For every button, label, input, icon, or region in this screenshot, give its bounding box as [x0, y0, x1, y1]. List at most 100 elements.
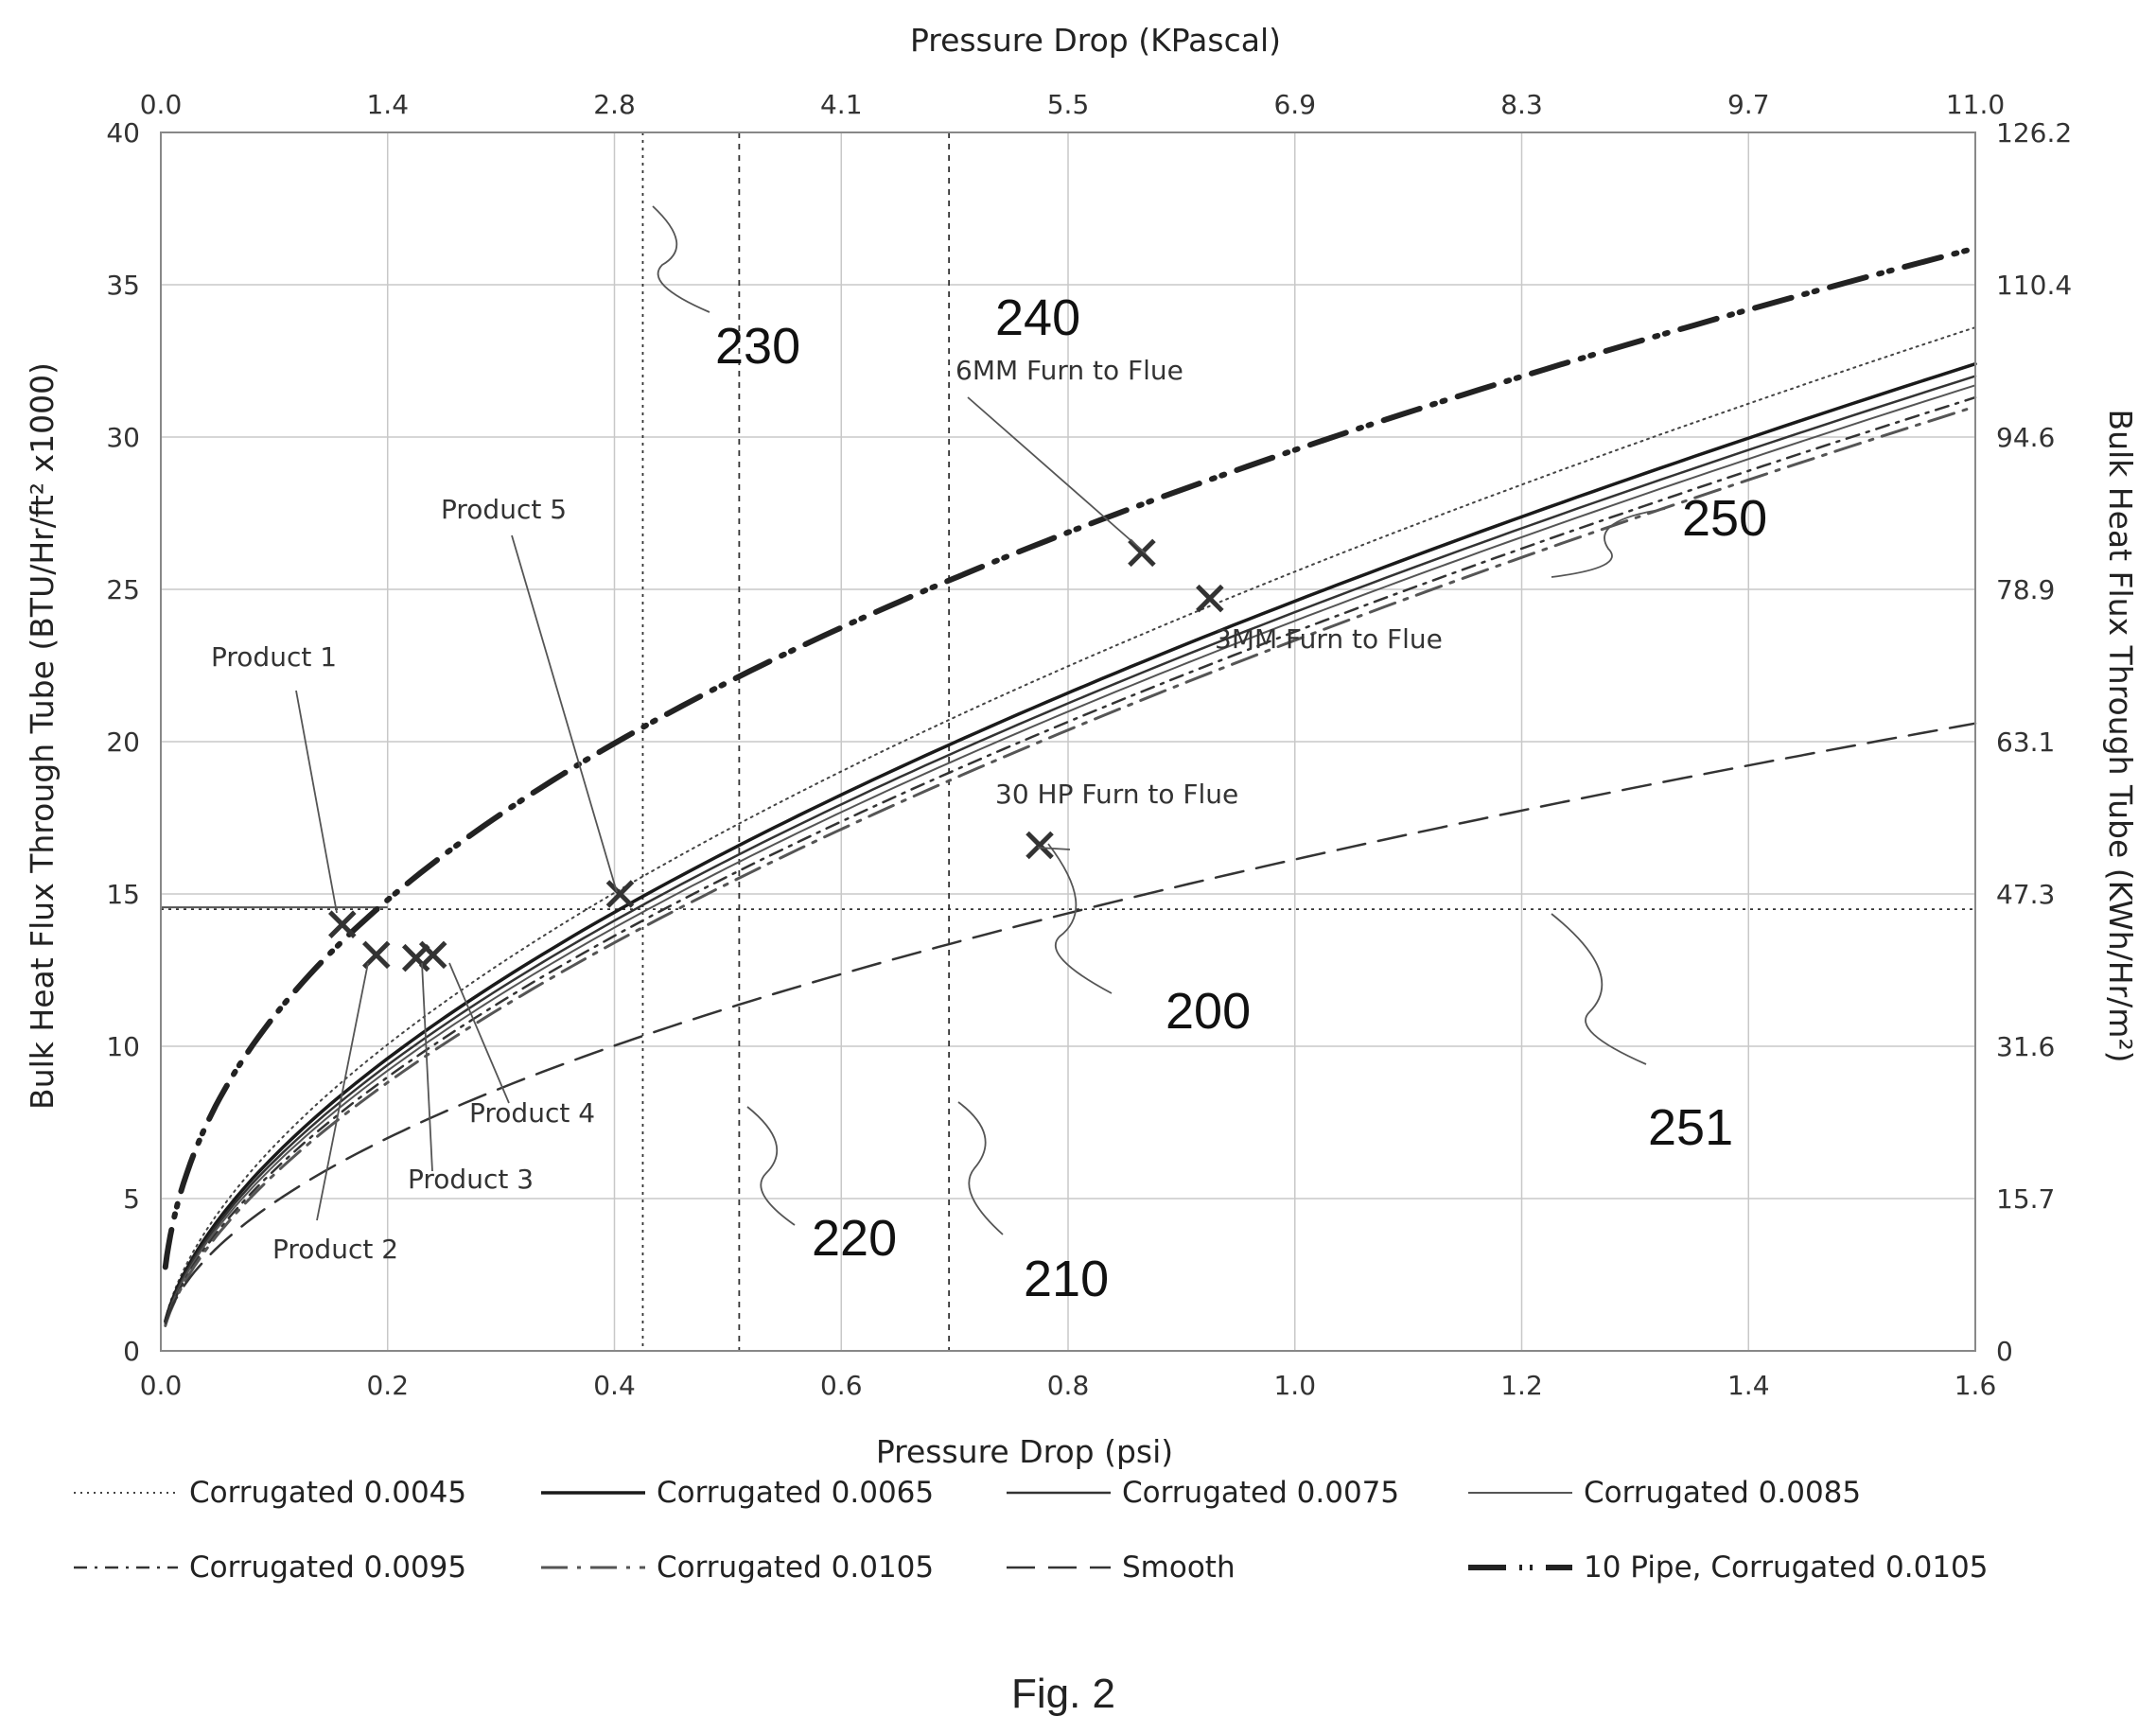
point-marker-0 [328, 910, 357, 938]
legend-label: Corrugated 0.0105 [657, 1550, 934, 1585]
x-top-tick-label: 9.7 [1727, 89, 1770, 120]
x-bottom-tick-label: 1.2 [1500, 1370, 1543, 1401]
y-right-tick-label: 15.7 [1996, 1183, 2055, 1215]
x-top-tick-label: 4.1 [820, 89, 863, 120]
point-marker-7 [1196, 584, 1224, 613]
leader-30hp [1037, 847, 1071, 850]
label-product-3: Product 3 [408, 1164, 534, 1195]
y-left-tick-label: 35 [106, 270, 140, 301]
label-product-1: Product 1 [211, 641, 337, 673]
leader-200 [1047, 843, 1113, 994]
reference-lines [161, 132, 1975, 1351]
y-left-tick-label: 0 [123, 1336, 140, 1367]
legend-item-7: 10 Pipe, Corrugated 0.0105 [1468, 1550, 1989, 1585]
ref-230: 230 [715, 318, 800, 375]
point-marker-3 [418, 940, 447, 970]
x-bottom-tick-label: 0.4 [593, 1370, 636, 1401]
ref-240: 240 [995, 289, 1080, 346]
y-right-tick-label: 78.9 [1996, 574, 2055, 605]
tick-labels: 0.0 0.2 0.4 0.6 0.8 1.0 1.2 1.4 1.6 0.0 1.4 2.8 4.1 5… [106, 89, 2072, 1401]
figure-caption: Fig. 2 [1011, 1671, 1115, 1717]
y-left-tick-label: 30 [106, 422, 140, 453]
series-line-6 [164, 722, 1977, 1324]
y-right-tick-label: 47.3 [1996, 879, 2055, 910]
y-right-tick-label: 0 [1996, 1336, 2013, 1367]
point-stroke [1128, 538, 1156, 568]
x-top-tick-label: 6.9 [1273, 89, 1316, 120]
y-right-tick-label: 126.2 [1996, 117, 2072, 149]
legend-label: Corrugated 0.0085 [1584, 1476, 1861, 1510]
x-top-tick-label: 8.3 [1500, 89, 1543, 120]
y-left-tick-label: 5 [123, 1183, 140, 1215]
x-top-tick-label: 0.0 [140, 89, 183, 120]
point-marker-5 [1025, 831, 1054, 860]
x-bottom-tick-label: 0.8 [1047, 1370, 1090, 1401]
legend-item-3: Corrugated 0.0085 [1468, 1476, 1861, 1510]
leader-220 [746, 1106, 796, 1226]
legend-item-2: Corrugated 0.0075 [1007, 1476, 1399, 1510]
legend-label: Corrugated 0.0095 [189, 1550, 466, 1585]
leader-product-5 [511, 534, 618, 893]
series-line-4 [164, 395, 1977, 1326]
x-top-tick-label: 11.0 [1946, 89, 2005, 120]
y-right-tick-label: 63.1 [1996, 727, 2055, 758]
series-line-5 [164, 405, 1977, 1327]
legend-item-4: Corrugated 0.0095 [74, 1550, 466, 1585]
x-top-tick-label: 1.4 [366, 89, 409, 120]
leader-251 [1551, 913, 1647, 1065]
leader-product-4 [448, 962, 510, 1104]
y-left-tick-label: 10 [106, 1031, 140, 1062]
label-product-4: Product 4 [469, 1097, 595, 1129]
leader-250 [1551, 508, 1666, 578]
series-line-2 [164, 375, 1977, 1324]
x-bottom-tick-label: 1.6 [1954, 1370, 1997, 1401]
legend-item-6: Smooth [1007, 1550, 1236, 1585]
annotation-leaders [295, 205, 1666, 1235]
x-bottom-tick-label: 0.2 [366, 1370, 409, 1401]
y-left-tick-label: 40 [106, 117, 140, 149]
ref-250: 250 [1682, 490, 1767, 547]
data-points [328, 538, 1224, 972]
x-bottom-axis-title: Pressure Drop (psi) [876, 1433, 1173, 1470]
y-left-tick-label: 25 [106, 574, 140, 605]
legend-item-1: Corrugated 0.0065 [541, 1476, 934, 1510]
point-stroke [605, 880, 635, 908]
leader-6mm [967, 396, 1147, 554]
leader-210 [957, 1101, 1004, 1235]
series-line-3 [164, 384, 1976, 1325]
series-line-7 [162, 245, 1978, 1270]
leader-230 [652, 205, 710, 313]
label-6mm: 6MM Furn to Flue [955, 355, 1183, 386]
x-bottom-tick-label: 1.4 [1727, 1370, 1770, 1401]
leader-product-1 [295, 690, 338, 914]
series-line-1 [164, 361, 1977, 1323]
legend-item-0: Corrugated 0.0045 [74, 1476, 466, 1510]
series-line-0 [164, 326, 1976, 1321]
series-lines [162, 245, 1978, 1327]
y-left-axis-title: Bulk Heat Flux Through Tube (BTU/Hr/ft² … [24, 362, 61, 1110]
y-right-axis-title: Bulk Heat Flux Through Tube (KWh/Hr/m²) [2102, 409, 2139, 1062]
x-bottom-tick-label: 1.0 [1273, 1370, 1316, 1401]
point-marker-6 [1128, 538, 1156, 568]
y-right-tick-label: 31.6 [1996, 1031, 2055, 1062]
point-stroke [1196, 584, 1224, 613]
y-left-tick-label: 15 [106, 879, 140, 910]
point-stroke [328, 910, 357, 938]
label-product-2: Product 2 [272, 1234, 398, 1265]
legend-label: Smooth [1122, 1550, 1236, 1585]
legend-label: Corrugated 0.0075 [1122, 1476, 1399, 1510]
leader-product-3 [421, 962, 433, 1172]
y-right-tick-label: 110.4 [1996, 270, 2072, 301]
point-marker-4 [605, 880, 635, 908]
legend-label: Corrugated 0.0065 [657, 1476, 934, 1510]
point-stroke [418, 940, 447, 970]
point-stroke [1025, 831, 1054, 860]
plot-frame [160, 131, 1976, 1352]
point-stroke [401, 943, 430, 972]
x-top-axis-title: Pressure Drop (KPascal) [910, 22, 1281, 59]
label-3mm: 3MM Furn to Flue [1215, 623, 1443, 655]
y-right-tick-label: 94.6 [1996, 422, 2055, 453]
label-30hp: 30 HP Furn to Flue [995, 779, 1238, 810]
x-top-tick-label: 5.5 [1047, 89, 1090, 120]
